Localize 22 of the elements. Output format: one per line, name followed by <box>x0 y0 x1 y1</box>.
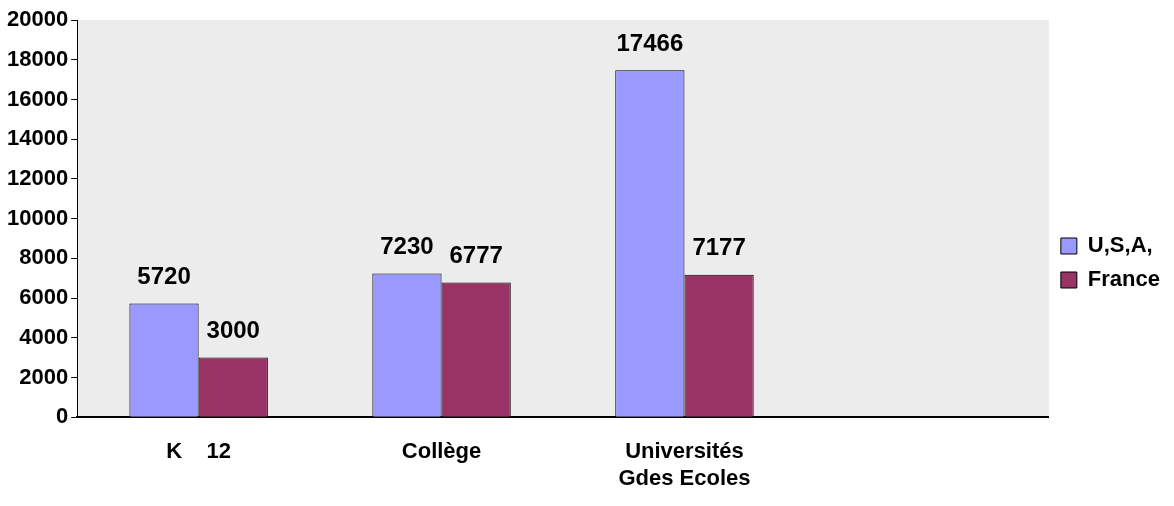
y-tick-label: 8000 <box>19 244 69 270</box>
data-label: 7230 <box>380 232 434 260</box>
x-tick-label: Collège <box>401 438 482 464</box>
y-tick-label: 14000 <box>6 125 69 151</box>
legend-label: U,S,A, <box>1087 232 1153 258</box>
y-tick-label: 2000 <box>19 363 69 389</box>
y-tick-label: 10000 <box>6 204 69 230</box>
y-tick-label: 18000 <box>6 45 69 71</box>
y-tick-label: 0 <box>55 403 69 429</box>
x-tick-label: K 12 <box>166 438 232 464</box>
legend-label: France <box>1087 266 1161 292</box>
data-label: 6777 <box>449 241 503 269</box>
y-tick-label: 12000 <box>6 164 69 190</box>
data-label: 5720 <box>137 262 191 290</box>
x-tick-label: Universités Gdes Ecoles <box>618 438 751 490</box>
y-tick-label: 16000 <box>6 85 69 111</box>
y-tick-label: 4000 <box>19 323 69 349</box>
y-tick-label: 20000 <box>6 6 69 32</box>
data-label: 17466 <box>616 28 684 56</box>
data-label: 3000 <box>206 316 260 344</box>
data-label: 7177 <box>692 233 746 261</box>
y-tick-label: 6000 <box>19 284 69 310</box>
